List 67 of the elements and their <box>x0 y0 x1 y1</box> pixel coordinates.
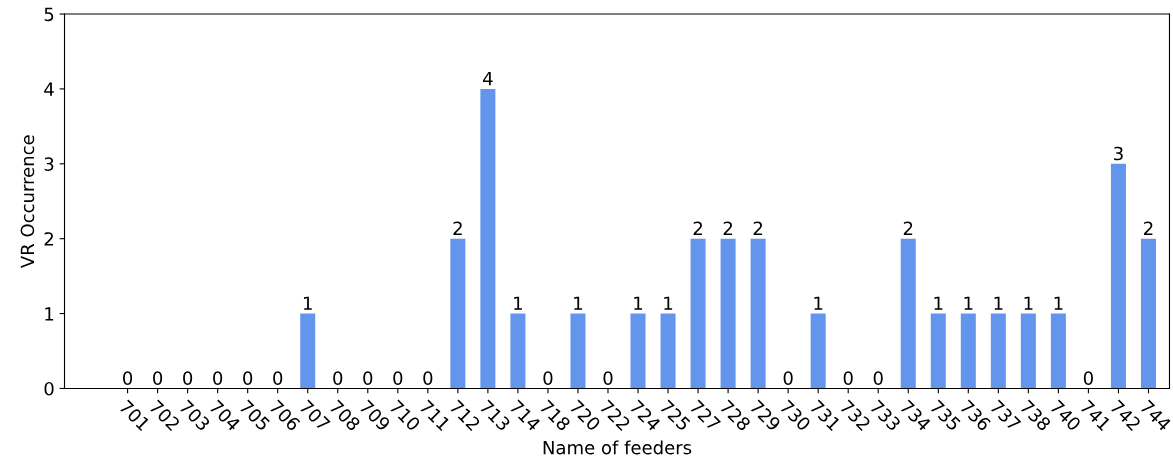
data-label: 0 <box>543 371 553 385</box>
bar <box>810 313 826 389</box>
data-label: 0 <box>423 371 433 385</box>
x-axis-title: Name of feeders <box>543 440 692 455</box>
data-label: 0 <box>1083 371 1093 385</box>
data-label: 4 <box>483 72 493 86</box>
data-label: 2 <box>693 221 702 235</box>
bar <box>630 313 646 389</box>
bar <box>930 313 946 389</box>
data-label: 1 <box>1024 296 1033 310</box>
data-label: 0 <box>213 371 223 385</box>
x-tick-label: 734 <box>899 399 932 432</box>
bar <box>990 313 1006 389</box>
bar <box>1110 163 1126 389</box>
data-label: 0 <box>243 371 253 385</box>
y-tick-label: 0 <box>44 381 54 396</box>
bar <box>1140 238 1156 389</box>
data-label: 0 <box>183 371 193 385</box>
bar <box>450 238 466 389</box>
data-label: 0 <box>363 371 373 385</box>
data-label: 2 <box>903 221 913 235</box>
bar <box>570 313 586 389</box>
y-tick-label: 4 <box>44 82 54 96</box>
data-label: 1 <box>994 296 1003 310</box>
data-label: 2 <box>753 221 763 235</box>
bar <box>660 313 676 389</box>
bar <box>690 238 706 389</box>
bar <box>1050 313 1066 389</box>
bar <box>510 313 526 389</box>
data-label: 2 <box>453 221 462 235</box>
data-label: 1 <box>303 296 312 310</box>
y-tick-label: 2 <box>44 232 53 246</box>
x-tick-label: 735 <box>929 399 962 432</box>
data-label: 1 <box>514 296 522 310</box>
x-tick-label: 736 <box>959 399 992 432</box>
data-label: 0 <box>273 371 283 385</box>
data-label: 0 <box>153 371 163 385</box>
data-label: 1 <box>664 296 673 310</box>
data-label: 0 <box>783 371 793 385</box>
data-label: 3 <box>1114 146 1123 161</box>
bar <box>300 313 316 389</box>
bar <box>960 313 976 389</box>
data-label: 1 <box>814 296 823 310</box>
data-label: 0 <box>843 371 853 385</box>
bar <box>480 88 496 389</box>
bar <box>720 238 736 389</box>
data-label: 0 <box>603 371 613 385</box>
x-tick-label: 740 <box>1049 399 1082 432</box>
data-label: 0 <box>393 371 403 385</box>
x-tick-label: 727 <box>689 399 722 432</box>
data-label: 1 <box>574 296 583 310</box>
data-label: 2 <box>1144 221 1153 235</box>
data-label: 1 <box>964 296 973 310</box>
data-label: 1 <box>1054 296 1063 310</box>
data-label: 0 <box>873 371 883 385</box>
y-tick-label: 3 <box>44 157 54 171</box>
y-tick-label: 1 <box>45 307 54 321</box>
data-label: 2 <box>723 221 733 235</box>
bar <box>1020 313 1036 389</box>
data-label: 0 <box>333 371 343 385</box>
data-label: 1 <box>934 296 943 310</box>
data-label: 1 <box>634 296 643 310</box>
bar <box>900 238 916 389</box>
data-label: 0 <box>123 371 133 385</box>
y-axis-title: VR Occurrence <box>20 135 35 269</box>
y-tick-label: 5 <box>44 7 54 22</box>
bar <box>750 238 766 389</box>
